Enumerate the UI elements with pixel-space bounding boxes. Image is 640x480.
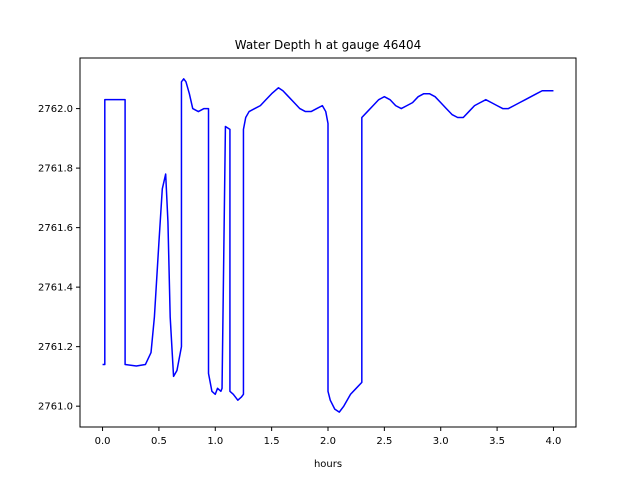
x-tick-label: 2.5 — [376, 436, 392, 447]
series-line-0 — [102, 78, 554, 413]
x-tick-label: 3.0 — [433, 436, 449, 447]
x-tick-label: 1.5 — [264, 436, 280, 447]
x-axis: 0.0 0.5 1.0 1.5 2.0 2.5 3.0 3.5 4.0 — [95, 427, 562, 447]
y-tick-label: 2762.0 — [38, 104, 73, 115]
chart-title: Water Depth h at gauge 46404 — [235, 38, 422, 52]
x-tick-label: 0.0 — [95, 436, 111, 447]
y-tick-label: 2761.0 — [38, 402, 73, 413]
x-tick-label: 3.5 — [489, 436, 505, 447]
series-layer — [102, 78, 554, 413]
x-tick-label: 1.0 — [207, 436, 223, 447]
x-axis-label: hours — [314, 459, 342, 470]
y-tick-label: 2761.6 — [38, 223, 73, 234]
y-tick-label: 2761.8 — [38, 164, 73, 175]
y-tick-label: 2761.2 — [38, 342, 73, 353]
x-tick-label: 0.5 — [151, 436, 167, 447]
x-tick-label: 2.0 — [320, 436, 336, 447]
x-tick-label: 4.0 — [546, 436, 562, 447]
y-axis: 2761.0 2761.2 2761.4 2761.6 2761.8 2762.0 — [38, 104, 80, 413]
y-tick-label: 2761.4 — [38, 283, 73, 294]
